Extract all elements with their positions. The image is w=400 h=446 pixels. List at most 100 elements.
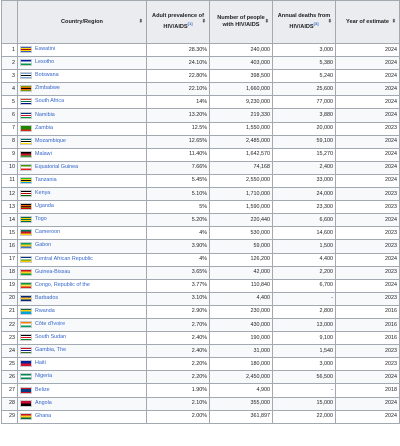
- flag-icon[interactable]: [20, 360, 32, 368]
- country-link[interactable]: Cameroon: [35, 229, 61, 236]
- rank-header[interactable]: [1, 0, 18, 44]
- flag-icon[interactable]: [20, 190, 32, 198]
- country-link[interactable]: Mozambique: [35, 137, 66, 144]
- prevalence-cell: 13.20%: [146, 108, 210, 123]
- people-cell: 219,330: [209, 108, 273, 123]
- flag-icon[interactable]: [20, 373, 32, 381]
- flag-icon[interactable]: [20, 294, 32, 302]
- flag-icon[interactable]: [20, 268, 32, 276]
- country-cell: Haiti: [17, 357, 147, 372]
- country-link[interactable]: Kenya: [35, 190, 51, 197]
- people-header[interactable]: Number of people with HIV/AIDS ⬍: [209, 0, 273, 44]
- flag-icon[interactable]: [20, 255, 32, 263]
- sort-arrows-icon[interactable]: ⬍: [391, 18, 396, 25]
- prevalence-header[interactable]: Adult prevalence of HIV/AIDS[1] ⬍: [146, 0, 210, 44]
- country-link[interactable]: Tanzania: [35, 177, 57, 184]
- prevalence-cell: 14%: [146, 95, 210, 110]
- year-cell: 2016: [335, 331, 400, 346]
- flag-icon[interactable]: [20, 177, 32, 185]
- country-link[interactable]: Nigeria: [35, 373, 53, 380]
- flag-icon[interactable]: [20, 229, 32, 237]
- flag-icon[interactable]: [20, 412, 32, 420]
- flag-icon[interactable]: [20, 85, 32, 93]
- flag-icon[interactable]: [20, 150, 32, 158]
- country-link[interactable]: Barbados: [35, 294, 59, 301]
- country-link[interactable]: Côte d'Ivoire: [35, 321, 66, 328]
- country-link[interactable]: Gabon: [35, 242, 52, 249]
- country-cell: Guinea-Bissau: [17, 265, 147, 280]
- flag-icon[interactable]: [20, 399, 32, 407]
- country-link[interactable]: Haiti: [35, 360, 46, 367]
- deaths-header[interactable]: Annual deaths from HIV/AIDS[3] ⬍: [272, 0, 336, 44]
- flag-icon[interactable]: [20, 46, 32, 54]
- flag-icon[interactable]: [20, 59, 32, 67]
- year-cell: 2024: [335, 173, 400, 189]
- people-cell: 398,500: [209, 69, 273, 84]
- prevalence-cell: 12.5%: [146, 121, 210, 136]
- rank-cell: 5: [1, 95, 18, 110]
- country-link[interactable]: South Sudan: [35, 334, 67, 341]
- year-cell: 2024: [335, 213, 400, 228]
- deaths-ref-link[interactable]: [3]: [313, 21, 319, 27]
- country-link[interactable]: Uganda: [35, 203, 54, 210]
- country-cell: Zimbabwe: [17, 82, 147, 97]
- flag-icon[interactable]: [20, 281, 32, 289]
- country-link[interactable]: Equatorial Guinea: [35, 163, 79, 170]
- country-link[interactable]: Togo: [35, 216, 47, 223]
- deaths-cell: 2,200: [272, 265, 336, 280]
- sort-arrows-icon[interactable]: ⬍: [201, 18, 206, 25]
- flag-icon[interactable]: [20, 98, 32, 106]
- country-header[interactable]: Country/Region ⬍: [17, 0, 147, 44]
- sort-arrows-icon[interactable]: ⬍: [264, 18, 269, 25]
- year-cell: 2023: [335, 121, 400, 136]
- flag-icon[interactable]: [20, 307, 32, 315]
- flag-icon[interactable]: [20, 72, 32, 80]
- flag-icon[interactable]: [20, 203, 32, 211]
- rank-cell: 20: [1, 291, 18, 306]
- country-link[interactable]: South Africa: [35, 98, 65, 105]
- flag-icon[interactable]: [20, 347, 32, 355]
- flag-icon[interactable]: [20, 111, 32, 119]
- country-link[interactable]: Congo, Republic of the: [35, 281, 90, 288]
- rank-cell: 4: [1, 82, 18, 97]
- deaths-cell: 6,600: [272, 213, 336, 228]
- country-cell: Malawi: [17, 147, 147, 162]
- country-link[interactable]: Angola: [35, 399, 52, 406]
- sort-arrows-icon[interactable]: ⬍: [138, 18, 143, 25]
- rank-cell: 27: [1, 383, 18, 398]
- prevalence-cell: 22.10%: [146, 82, 210, 97]
- flag-icon[interactable]: [20, 216, 32, 224]
- flag-icon[interactable]: [20, 124, 32, 132]
- country-link[interactable]: Central African Republic: [35, 255, 93, 262]
- year-cell: 2024: [335, 108, 400, 123]
- country-link[interactable]: Belize: [35, 386, 50, 393]
- table-row: 19 Congo, Republic of the 3.77% 110,840 6,70…: [1, 278, 400, 293]
- flag-icon[interactable]: [20, 321, 32, 329]
- country-link[interactable]: Malawi: [35, 150, 52, 157]
- sort-arrows-icon[interactable]: ⬍: [327, 18, 332, 25]
- country-link[interactable]: Eswatini: [35, 46, 56, 53]
- country-link[interactable]: Zambia: [35, 124, 53, 131]
- country-cell: Uganda: [17, 200, 147, 215]
- flag-icon[interactable]: [20, 163, 32, 171]
- year-header[interactable]: Year of estimate ⬍: [335, 0, 400, 44]
- country-link[interactable]: Botswana: [35, 72, 59, 79]
- flag-icon[interactable]: [20, 242, 32, 250]
- flag-icon[interactable]: [20, 334, 32, 342]
- country-link[interactable]: Lesotho: [35, 59, 55, 66]
- flag-icon[interactable]: [20, 137, 32, 145]
- people-cell: 2,450,000: [209, 370, 273, 385]
- country-link[interactable]: Zimbabwe: [35, 85, 60, 92]
- rank-cell: 2: [1, 56, 18, 71]
- rank-cell: 11: [1, 173, 18, 189]
- country-link[interactable]: Rwanda: [35, 307, 55, 314]
- country-link[interactable]: Ghana: [35, 412, 52, 419]
- people-cell: 110,840: [209, 278, 273, 293]
- rank-cell: 9: [1, 147, 18, 162]
- flag-icon[interactable]: [20, 386, 32, 394]
- country-link[interactable]: Gambia, The: [35, 347, 67, 354]
- country-link[interactable]: Namibia: [35, 111, 55, 118]
- prevalence-ref-link[interactable]: [1]: [187, 21, 193, 27]
- country-link[interactable]: Guinea-Bissau: [35, 268, 71, 275]
- prevalence-cell: 3.10%: [146, 291, 210, 306]
